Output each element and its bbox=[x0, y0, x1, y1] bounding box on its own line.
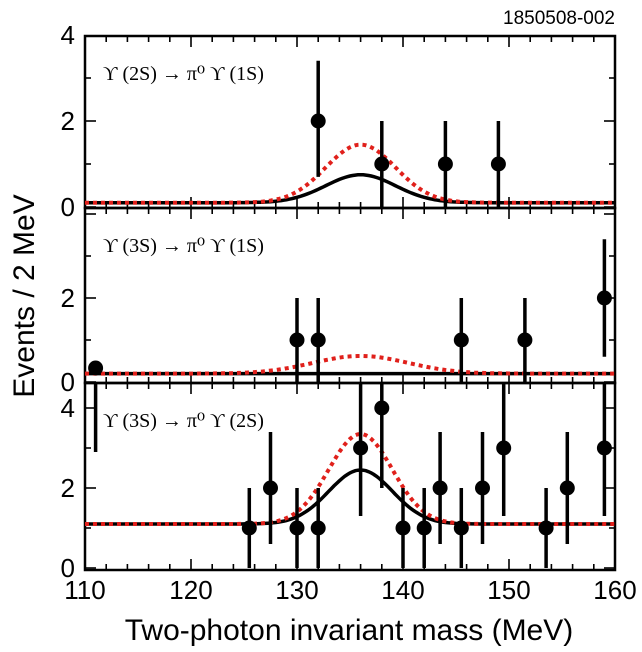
x-tick-label: 130 bbox=[275, 575, 318, 605]
data-point bbox=[289, 332, 305, 348]
data-point bbox=[437, 156, 453, 172]
data-point bbox=[374, 156, 390, 172]
fit-curve-solid bbox=[85, 468, 615, 526]
x-tick-label: 120 bbox=[169, 575, 212, 605]
fit-curve-dotted bbox=[85, 354, 615, 376]
y-tick-label: 2 bbox=[61, 283, 75, 313]
y-tick-label: 0 bbox=[61, 553, 75, 583]
panel-label: ϒ (3S) → π⁰ ϒ (2S) bbox=[103, 410, 264, 432]
data-point bbox=[475, 480, 490, 496]
x-tick-label: 160 bbox=[593, 575, 636, 605]
panel-1: 0 2 4 ϒ (2S) → π⁰ ϒ (1S) bbox=[61, 20, 617, 222]
panel-frame bbox=[83, 381, 617, 572]
data-point bbox=[432, 480, 448, 496]
y-tick-label: 0 bbox=[61, 192, 75, 222]
y-axis-title: Events / 2 MeV bbox=[8, 194, 41, 397]
y-tick-label: 2 bbox=[61, 473, 75, 503]
data-point bbox=[453, 332, 469, 348]
x-tick-label: 110 bbox=[64, 575, 105, 605]
fit-curve-dotted bbox=[85, 431, 615, 526]
figure-id: 1850508-002 bbox=[503, 8, 615, 29]
data-point bbox=[559, 480, 575, 496]
x-axis-title: Two-photon invariant mass (MeV) bbox=[125, 614, 574, 647]
fit-curve-solid bbox=[85, 173, 615, 205]
y-tick-label: 0 bbox=[61, 367, 75, 397]
data-point bbox=[310, 113, 326, 129]
data-point bbox=[538, 520, 554, 536]
panel-frame bbox=[83, 34, 617, 210]
y-tick-label: 2 bbox=[61, 106, 75, 136]
panel-label: ϒ (2S) → π⁰ ϒ (1S) bbox=[103, 63, 264, 85]
panel-3: 0 2 4 ϒ (3S) → π⁰ ϒ (2S) bbox=[61, 360, 617, 583]
data-point bbox=[289, 520, 305, 536]
data-point bbox=[88, 360, 104, 376]
x-tick-label: 150 bbox=[487, 575, 530, 605]
data-point bbox=[517, 332, 533, 348]
y-tick-label: 4 bbox=[61, 393, 75, 423]
data-point bbox=[353, 440, 369, 456]
data-point bbox=[395, 520, 411, 536]
panel-2: 0 2 ϒ (3S) → π⁰ ϒ (1S) bbox=[61, 206, 617, 397]
panel-label: ϒ (3S) → π⁰ ϒ (1S) bbox=[103, 235, 264, 257]
data-point bbox=[310, 332, 326, 348]
data-point bbox=[453, 520, 469, 536]
data-point bbox=[263, 480, 278, 496]
panels: 0 2 4 ϒ (2S) → π⁰ ϒ (1S) 0 2 ϒ (3S) → π⁰ ϒ (1S… bbox=[61, 20, 637, 605]
data-point bbox=[596, 290, 612, 306]
data-point bbox=[596, 440, 612, 456]
data-point bbox=[241, 520, 257, 536]
x-tick-label: 140 bbox=[381, 575, 424, 605]
data-point bbox=[496, 440, 512, 456]
fit-curve-dotted bbox=[85, 142, 615, 205]
data-point bbox=[416, 520, 432, 536]
y-tick-label: 4 bbox=[61, 20, 75, 50]
data-point bbox=[490, 156, 506, 172]
data-point bbox=[374, 400, 390, 416]
data-point bbox=[310, 520, 326, 536]
